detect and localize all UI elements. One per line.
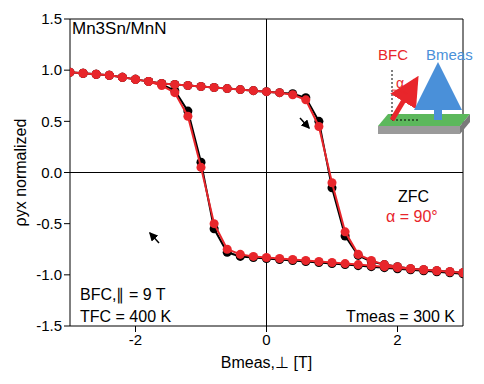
svg-text:0: 0 bbox=[262, 331, 270, 348]
svg-text:-0.5: -0.5 bbox=[36, 215, 62, 232]
html-text:Bmeas: Bmeas bbox=[426, 46, 473, 63]
html-text:BFC,∥ = 9 T: BFC,∥ = 9 T bbox=[80, 286, 166, 303]
svg-text:-1.0: -1.0 bbox=[36, 266, 62, 283]
html-text:BFC: BFC bbox=[378, 46, 408, 63]
svg-text:-2: -2 bbox=[129, 331, 142, 348]
svg-text:0.0: 0.0 bbox=[41, 164, 62, 181]
svg-text:Bmeas,⊥ [T]: Bmeas,⊥ [T] bbox=[221, 354, 312, 371]
html-text:α = 90°: α = 90° bbox=[386, 208, 438, 225]
svg-text:2: 2 bbox=[393, 331, 401, 348]
svg-text:ρyx normalized: ρyx normalized bbox=[12, 119, 29, 227]
svg-text:-1.5: -1.5 bbox=[36, 317, 62, 334]
svg-text:1.0: 1.0 bbox=[41, 61, 62, 78]
svg-text:0.5: 0.5 bbox=[41, 113, 62, 130]
svg-text:1.5: 1.5 bbox=[41, 10, 62, 27]
html-text:α: α bbox=[396, 75, 405, 91]
html-text:Tmeas = 300 K: Tmeas = 300 K bbox=[346, 308, 455, 325]
html-text:ZFC: ZFC bbox=[398, 188, 430, 205]
html-text:Mn3Sn/MnN: Mn3Sn/MnN bbox=[72, 19, 167, 38]
html-text:TFC = 400 K: TFC = 400 K bbox=[80, 308, 172, 325]
